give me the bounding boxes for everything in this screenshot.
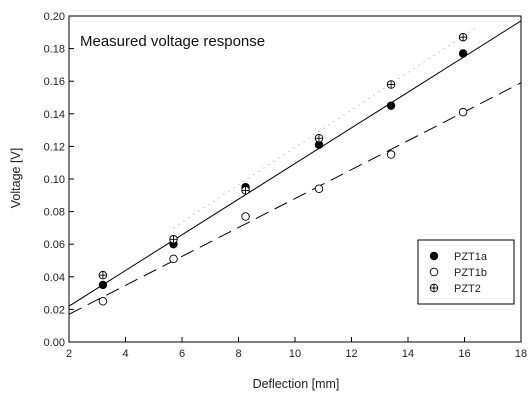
y-tick-label-0.10: 0.10 <box>44 174 65 186</box>
x-tick-label-16: 16 <box>458 348 470 360</box>
y-axis-label: Voltage [V] <box>9 148 23 208</box>
x-tick-label-18: 18 <box>515 348 527 360</box>
x-tick-label-10: 10 <box>289 348 301 360</box>
y-tick-label-0.20: 0.20 <box>44 11 65 23</box>
y-tick-label-0.08: 0.08 <box>44 207 65 219</box>
legend-marker-pzt2 <box>429 283 439 293</box>
point-pzt2-0 <box>98 270 108 280</box>
data-points <box>98 32 468 306</box>
x-axis-label: Deflection [mm] <box>253 377 340 391</box>
point-pzt1a-4 <box>386 101 396 110</box>
legend-label-pzt1b: PZT1b <box>454 267 487 279</box>
y-tick-label-0.12: 0.12 <box>44 141 65 153</box>
y-tick-label-0.16: 0.16 <box>44 76 65 88</box>
x-tick-label-14: 14 <box>402 348 414 360</box>
legend: PZT1a PZT1b PZT2 <box>417 239 515 305</box>
y-tick-label-0.00: 0.00 <box>44 337 65 349</box>
point-pzt2-4 <box>386 80 396 89</box>
x-tick-label-12: 12 <box>345 348 357 360</box>
y-tick-label-0.02: 0.02 <box>44 304 65 316</box>
point-pzt2-5 <box>458 32 468 42</box>
fit-line-dotted <box>173 25 479 229</box>
point-pzt1b-4 <box>386 150 396 159</box>
y-tick-label-0.04: 0.04 <box>44 272 65 284</box>
point-pzt1b-1 <box>169 254 178 264</box>
fit-lines <box>69 20 521 315</box>
point-pzt1b-2 <box>241 212 250 221</box>
point-pzt2-1 <box>169 235 178 244</box>
x-tick-label-4: 4 <box>122 348 128 360</box>
legend-marker-pzt1b <box>429 267 439 277</box>
point-pzt2-3 <box>314 133 324 143</box>
legend-label-pzt2: PZT2 <box>454 283 481 295</box>
point-pzt1b-3 <box>314 184 324 194</box>
x-tick-label-6: 6 <box>179 348 185 360</box>
point-pzt1a-0 <box>98 280 108 290</box>
y-tick-label-0.18: 0.18 <box>44 44 65 56</box>
point-pzt2-2 <box>241 186 250 195</box>
point-pzt1b-5 <box>458 107 468 117</box>
legend-marker-pzt1a <box>429 251 439 261</box>
y-tick-label-0.14: 0.14 <box>44 109 65 121</box>
y-tick-label-0.06: 0.06 <box>44 239 65 251</box>
point-pzt1a-5 <box>458 49 468 58</box>
axis-ticks: 2 4 6 8 10 12 14 16 18 0.00 0.02 0.04 0.06 0.08 0.10 0.… <box>44 11 528 360</box>
chart-title: Measured voltage response <box>80 33 265 50</box>
point-pzt1b-0 <box>98 297 108 306</box>
x-tick-label-2: 2 <box>66 348 72 360</box>
fit-line-solid <box>69 20 521 307</box>
fit-line-dashed <box>69 82 521 315</box>
legend-label-pzt1a: PZT1a <box>454 251 488 263</box>
x-tick-label-8: 8 <box>235 348 241 360</box>
